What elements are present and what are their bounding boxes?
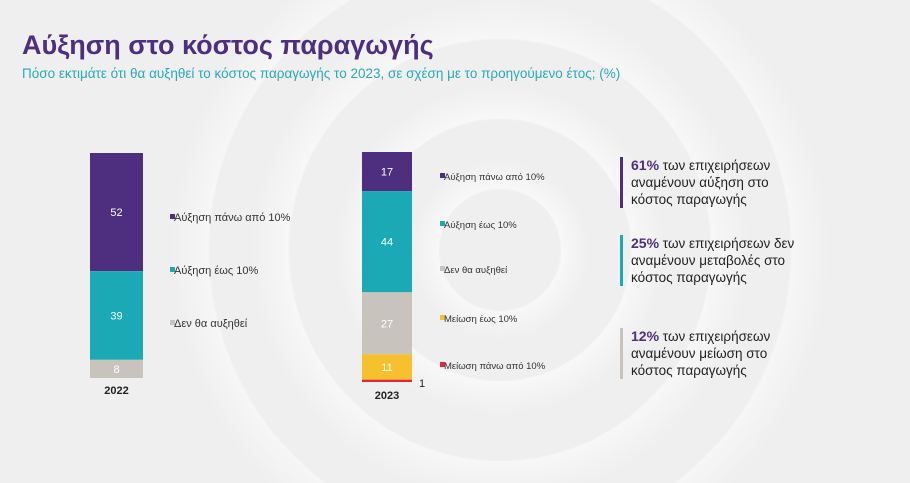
stat-decrease-text: των επιχειρήσεων αναμένουν μείωση στο κό… — [631, 329, 771, 378]
chart0-seg1-legend-swatch — [170, 267, 175, 272]
chart1-seg4-legend-swatch — [440, 362, 445, 367]
chart0-seg2-value-label: 8 — [113, 364, 119, 376]
chart0-seg0-value-label: 52 — [110, 207, 122, 219]
chart0-seg0-legend-swatch — [170, 214, 175, 219]
chart1-seg3-value-label: 11 — [381, 362, 392, 374]
stat-increase-text: των επιχειρήσεων αναμένουν αύξηση στο κό… — [631, 158, 771, 207]
chart1-seg2-bar — [362, 292, 412, 355]
chart1-seg2-value-label: 27 — [381, 318, 393, 330]
chart0-seg0-bar — [90, 153, 143, 272]
chart1-seg0-bar — [362, 152, 412, 192]
stat-no-change-pct: 25% — [631, 235, 660, 251]
stat-decrease: 12% των επιχειρήσεων αναμένουν μείωση στ… — [620, 328, 806, 379]
chart1-seg1-legend-swatch — [440, 221, 445, 226]
chart0-seg2-legend-label: Δεν θα αυξηθεί — [174, 318, 248, 330]
chart1-seg3-legend-label: Μείωση έως 10% — [444, 314, 518, 325]
chart1-seg4-value-label: 1 — [419, 378, 425, 390]
chart0-seg1-bar — [90, 271, 143, 360]
stat-no-change-text: των επιχειρήσεων δεν αναμένουν μεταβολές… — [631, 236, 795, 285]
page-subtitle: Πόσο εκτιμάτε ότι θα αυξηθεί το κόστος π… — [22, 66, 621, 81]
chart1-category-label: 2023 — [375, 390, 399, 402]
chart1-seg2-legend-swatch — [440, 266, 445, 271]
stat-increase: 61% των επιχειρήσεων αναμένουν αύξηση στ… — [620, 157, 806, 208]
chart0-seg1-legend-label: Αύξηση έως 10% — [174, 265, 258, 277]
chart1-seg2-legend-label: Δεν θα αυξηθεί — [444, 265, 508, 276]
stat-increase-pct: 61% — [631, 157, 660, 173]
chart0-seg2-bar — [90, 359, 143, 378]
chart1-seg3-bar — [362, 354, 412, 380]
chart0-category-label: 2022 — [104, 385, 128, 397]
chart1-seg3-legend-swatch — [440, 315, 445, 320]
chart0-seg2-legend-swatch — [170, 320, 175, 325]
stat-no-change: 25% των επιχειρήσεων δεν αναμένουν μεταβ… — [620, 235, 806, 286]
chart1-seg1-legend-label: Αύξηση έως 10% — [444, 220, 517, 231]
page-title: Αύξηση στο κόστος παραγωγής — [22, 30, 434, 60]
chart1-seg1-bar — [362, 191, 412, 293]
chart1-seg1-value-label: 44 — [381, 237, 393, 249]
chart1-seg4-legend-label: Μείωση πάνω από 10% — [444, 361, 546, 372]
chart1-seg4-bar — [362, 379, 412, 382]
chart0-seg1-value-label: 39 — [110, 311, 122, 323]
chart1-seg0-legend-label: Αύξηση πάνω από 10% — [444, 172, 545, 183]
chart0-seg0-legend-label: Αύξηση πάνω από 10% — [174, 212, 291, 224]
chart1-seg0-value-label: 17 — [381, 167, 393, 179]
stat-decrease-pct: 12% — [631, 328, 660, 344]
chart1-seg0-legend-swatch — [440, 173, 445, 178]
